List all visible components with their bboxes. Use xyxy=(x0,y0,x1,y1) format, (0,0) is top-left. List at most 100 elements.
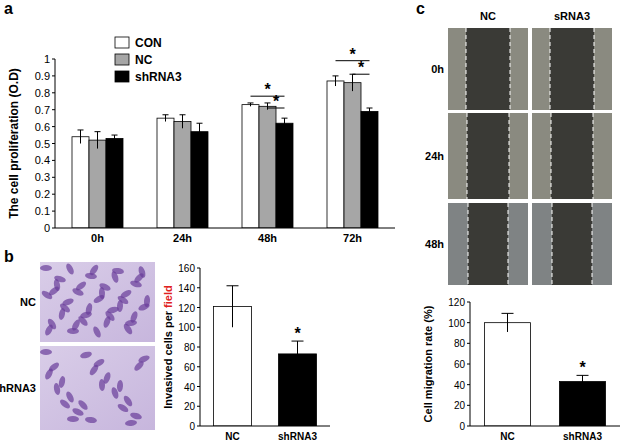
cell xyxy=(70,318,81,331)
y-tick xyxy=(52,92,55,93)
image-label: NC xyxy=(20,296,36,308)
legend-label: NC xyxy=(135,53,153,67)
cell xyxy=(88,263,100,276)
x-tick-label: NC xyxy=(500,431,514,442)
x-tick-label: 0h xyxy=(91,232,104,244)
error-cap xyxy=(163,114,169,115)
error-stem xyxy=(369,108,370,115)
y-tick xyxy=(52,109,55,110)
y-tick xyxy=(52,194,55,195)
y-tick-label: 0 xyxy=(189,421,195,432)
bar xyxy=(157,118,174,228)
error-bar xyxy=(333,76,339,86)
cell xyxy=(98,282,111,293)
x-tick-label: NC xyxy=(225,431,239,442)
x-axis xyxy=(55,228,395,229)
image-bg xyxy=(448,113,528,199)
wound-edge xyxy=(592,203,593,285)
plot-area xyxy=(485,313,606,426)
y-tick xyxy=(467,302,470,303)
error-bar xyxy=(265,103,271,110)
image-bg xyxy=(40,346,155,430)
y-tick xyxy=(52,75,55,76)
row-label: 0h xyxy=(431,63,444,75)
error-bar xyxy=(197,123,203,140)
wound-edge xyxy=(508,203,509,285)
y-tick xyxy=(197,406,200,407)
wound-edge xyxy=(550,28,551,110)
y-axis-label: Cell migration rate (%) xyxy=(422,305,434,422)
cell xyxy=(99,379,106,391)
panel-label: c xyxy=(416,0,425,17)
bar xyxy=(242,105,259,228)
cell xyxy=(143,295,150,307)
x-tick-label: 24h xyxy=(173,232,192,244)
row-label: 24h xyxy=(425,150,444,162)
error-bar xyxy=(502,313,514,332)
x-axis xyxy=(200,426,330,427)
row-label: 48h xyxy=(425,238,444,250)
bar xyxy=(344,83,361,228)
y-tick-label: 0.2 xyxy=(35,188,50,200)
error-stem xyxy=(80,130,81,144)
column-label: sRNA3 xyxy=(554,10,590,22)
plot-area xyxy=(72,74,378,228)
bar xyxy=(191,132,208,228)
y-tick xyxy=(197,366,200,367)
y-tick xyxy=(52,211,55,212)
error-bar xyxy=(248,103,254,106)
image-label: shRNA3 xyxy=(0,382,36,394)
column-label: NC xyxy=(480,10,496,22)
cell xyxy=(40,289,53,301)
x-tick-label: shRNA3 xyxy=(563,431,602,442)
bar xyxy=(276,123,293,228)
x-tick-label: 72h xyxy=(343,232,362,244)
error-cap xyxy=(197,123,203,124)
wound-image xyxy=(532,203,612,285)
wound-edge xyxy=(552,203,553,285)
error-cap xyxy=(248,102,254,103)
y-tick-label: 20 xyxy=(184,401,196,412)
bar xyxy=(89,140,106,228)
error-stem xyxy=(267,103,268,110)
significance-mark: * xyxy=(358,59,365,76)
error-bar xyxy=(282,118,288,128)
error-cap xyxy=(227,285,239,286)
error-cap xyxy=(282,118,288,119)
y-tick-label: 0.4 xyxy=(35,154,50,166)
cell xyxy=(112,267,125,275)
error-cap xyxy=(502,313,514,314)
y-tick xyxy=(52,143,55,144)
y-tick xyxy=(197,307,200,308)
y-tick-label: 0.9 xyxy=(35,70,50,82)
significance-mark: * xyxy=(349,46,356,63)
wound-edge xyxy=(466,28,467,110)
legend-label: CON xyxy=(135,36,162,50)
error-stem xyxy=(352,74,353,91)
y-tick xyxy=(52,177,55,178)
cell xyxy=(40,349,52,355)
y-tick-label: 0.1 xyxy=(35,205,50,217)
error-bar xyxy=(292,341,304,367)
y-tick-label: 60 xyxy=(454,359,466,370)
wound-gap xyxy=(550,28,594,110)
error-cap xyxy=(112,135,118,136)
cell xyxy=(129,411,142,420)
error-cap xyxy=(265,102,271,103)
micrograph xyxy=(40,262,155,342)
y-tick-label: 0.3 xyxy=(35,171,50,183)
significance-mark: * xyxy=(579,359,586,376)
y-tick-label: 0.7 xyxy=(35,104,50,116)
error-stem xyxy=(250,103,251,106)
image-bg xyxy=(532,203,612,285)
y-tick-label: 1 xyxy=(44,53,50,65)
cell xyxy=(46,317,58,330)
cell xyxy=(65,262,76,275)
bar xyxy=(327,81,344,228)
y-tick-label: 20 xyxy=(454,400,466,411)
chart: 020406080100120Cell migration rate (%)NC… xyxy=(422,297,620,442)
y-tick-label: 120 xyxy=(178,303,195,314)
x-tick-label: shRNA3 xyxy=(278,431,317,442)
y-tick xyxy=(52,59,55,60)
error-stem xyxy=(582,375,583,387)
